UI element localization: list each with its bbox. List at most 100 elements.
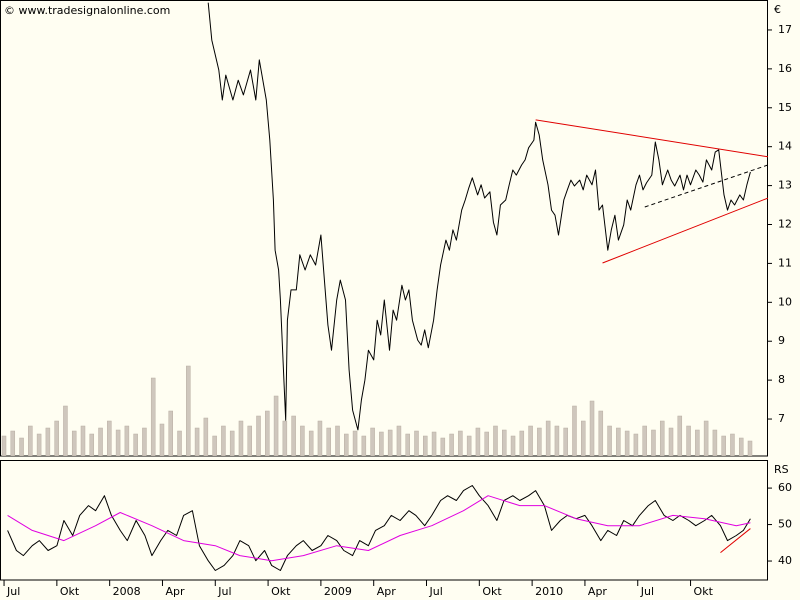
y-tick-label: 15 [778, 101, 792, 114]
volume-bar [36, 433, 42, 456]
volume-bar [607, 425, 612, 456]
volume-bar [616, 427, 621, 456]
volume-bar [256, 415, 261, 456]
volume-bar [133, 433, 138, 456]
volume-bar [45, 427, 51, 456]
volume-bar [677, 415, 683, 456]
volume-bar [730, 433, 735, 456]
y-tick-label: 14 [778, 140, 792, 153]
volume-bar [493, 425, 498, 456]
volume-bar [528, 425, 533, 456]
volume-bar [659, 420, 665, 456]
volume-bar [265, 410, 270, 456]
volume-bar [28, 425, 33, 456]
volume-bar [405, 433, 410, 456]
volume-bar [335, 425, 340, 456]
volume-bar [308, 430, 314, 456]
x-tick-label: Jul [429, 585, 443, 598]
volume-bar [668, 427, 674, 456]
volume-bar [475, 427, 481, 456]
volume-bar [695, 429, 700, 456]
volume-bar [466, 435, 472, 456]
series-line [207, 2, 751, 431]
volume-bar [54, 420, 59, 456]
volume-bar [124, 425, 130, 456]
volume-bar [142, 427, 147, 456]
volume-bar [440, 437, 446, 456]
x-tick-label: Apr [165, 585, 185, 598]
volume-bar [186, 365, 191, 456]
volume-bar [177, 430, 182, 456]
y-tick-label: 40 [778, 554, 792, 567]
volume-bar [387, 429, 393, 456]
volume-bar [554, 425, 560, 456]
y-tick-label: 13 [778, 179, 792, 192]
volume-bar [651, 429, 656, 456]
volume-bar [63, 405, 68, 456]
volume-bar [580, 420, 586, 456]
x-tick-label: Apr [588, 585, 608, 598]
volume-bar [537, 427, 542, 456]
volume-bar [484, 431, 489, 456]
volume-bar [431, 431, 437, 456]
volume-bar [247, 425, 252, 456]
y-tick-label: 9 [778, 334, 785, 347]
volume-bar [510, 435, 516, 456]
volume-bar [642, 425, 647, 456]
volume-bar [115, 429, 121, 456]
trendline [720, 528, 751, 554]
volume-bar [703, 420, 709, 456]
volume-bar [423, 435, 428, 456]
volume-bar [352, 430, 358, 456]
volume-bar [71, 430, 77, 456]
volume-bar [545, 420, 551, 456]
volume-bar [563, 427, 568, 456]
y-tick-label: 17 [778, 23, 792, 36]
volume-bar [229, 430, 235, 456]
y-tick-label: 7 [778, 412, 785, 425]
trendline [644, 164, 768, 208]
volume-bar [282, 420, 288, 456]
y-tick-label: 11 [778, 256, 792, 269]
y-axis-label: RS [774, 463, 789, 476]
trendline [535, 119, 768, 158]
x-tick-label: Okt [482, 585, 502, 598]
volume-bar [379, 431, 384, 456]
series-line [7, 495, 751, 562]
volume-bar [221, 425, 226, 456]
volume-bar [238, 420, 244, 456]
plot-area [1, 2, 768, 456]
x-tick-label: 2010 [535, 585, 563, 598]
volume-bar [633, 433, 639, 456]
volume-bar [458, 430, 463, 456]
y-tick-label: 16 [778, 62, 792, 75]
plot-area [7, 485, 751, 571]
y-tick-label: 60 [778, 481, 792, 494]
x-tick-label: Okt [694, 585, 714, 598]
volume-bar [107, 420, 112, 456]
volume-bar [502, 429, 507, 456]
volume-bar [203, 417, 209, 456]
volume-bar [624, 430, 630, 456]
x-tick-label: Apr [377, 585, 397, 598]
volume-bar [317, 420, 323, 456]
volume-bar [370, 427, 375, 456]
trendline [602, 197, 768, 264]
x-tick-label: Jul [640, 585, 654, 598]
y-axis-label: € [774, 3, 781, 16]
volume-bar [212, 435, 217, 456]
volume-bar [273, 395, 279, 456]
watermark: © www.tradesignalonline.com [4, 4, 170, 17]
volume-bar [98, 427, 103, 456]
volume-bar [747, 440, 753, 456]
volume-bar [519, 430, 525, 456]
y-tick-label: 50 [778, 518, 792, 531]
volume-bar [686, 425, 691, 456]
volume-bar [449, 433, 454, 456]
volume-bar [150, 377, 156, 456]
y-tick-label: 10 [778, 295, 792, 308]
x-tick-label: 2009 [324, 585, 352, 598]
series-line [7, 485, 751, 571]
volume-bar [291, 415, 296, 456]
volume-bar [89, 433, 95, 456]
